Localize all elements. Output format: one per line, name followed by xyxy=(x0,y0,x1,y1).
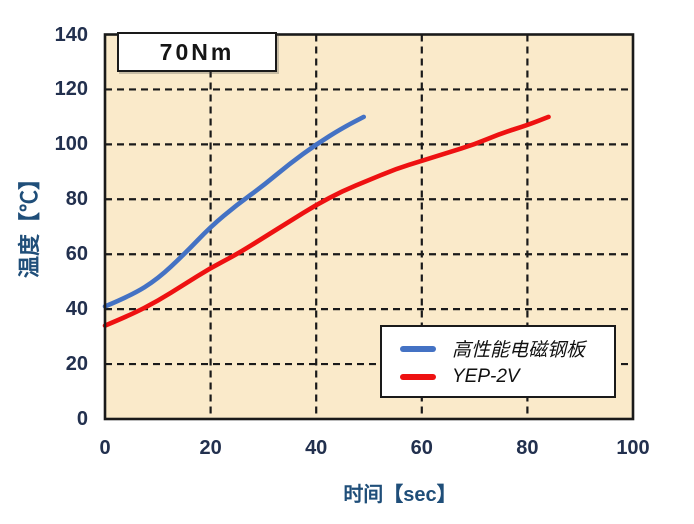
x-tick-label: 40 xyxy=(305,437,328,459)
x-tick-label: 100 xyxy=(616,437,650,459)
x-axis-title: 时间【sec】 xyxy=(343,484,457,506)
x-tick-label: 20 xyxy=(199,437,222,459)
y-tick-label: 40 xyxy=(65,298,88,321)
y-tick-label: 120 xyxy=(54,78,88,101)
legend: 高性能电磁钢板 YEP-2V xyxy=(380,325,616,398)
legend-item-steel: 高性能电磁钢板 xyxy=(400,335,614,362)
x-tick-label: 80 xyxy=(516,437,539,459)
y-tick-label: 60 xyxy=(65,243,88,266)
legend-label-steel: 高性能电磁钢板 xyxy=(452,340,586,361)
y-tick-label: 140 xyxy=(54,23,88,46)
plot-frame xyxy=(103,33,635,421)
y-tick-label: 0 xyxy=(76,408,88,430)
y-tick-label: 20 xyxy=(65,353,88,376)
y-tick-label: 80 xyxy=(65,188,88,211)
chart-title-box: 70Nm xyxy=(117,32,277,72)
x-tick-label: 0 xyxy=(99,437,111,459)
y-tick-label: 100 xyxy=(54,133,88,156)
legend-item-yep2v: YEP-2V xyxy=(400,366,614,388)
x-tick-label: 60 xyxy=(410,437,433,459)
series-line-yep2v xyxy=(102,114,551,328)
legend-swatch-blue-line-icon xyxy=(400,345,436,352)
chart-title: 70Nm xyxy=(159,38,235,65)
legend-swatch-red-line-icon xyxy=(400,374,436,380)
legend-label-yep2v: YEP-2V xyxy=(452,366,520,387)
series-line-steel xyxy=(102,114,367,309)
